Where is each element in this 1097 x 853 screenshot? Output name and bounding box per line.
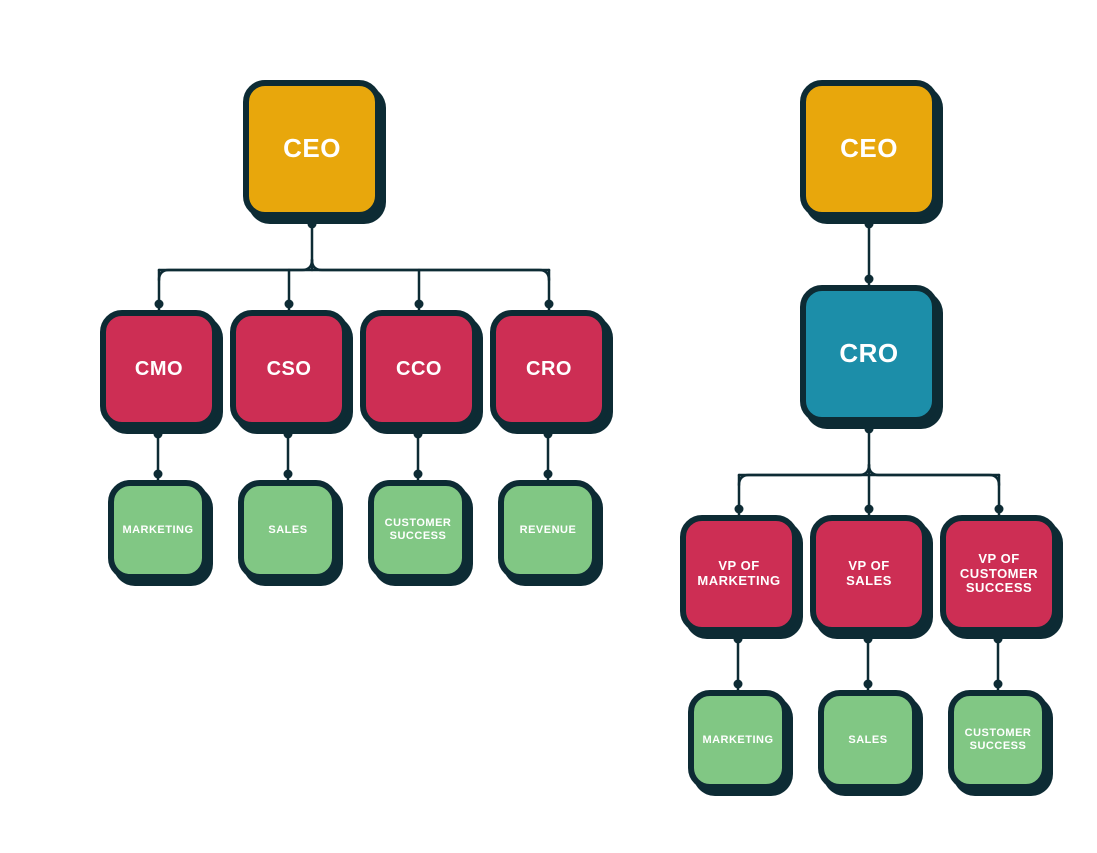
edge-dot — [735, 505, 744, 514]
edge-dot — [865, 505, 874, 514]
edge-dot — [284, 470, 293, 479]
org-node-r-sales: SALES — [818, 690, 918, 790]
org-node-r-vpcs: VP OF CUSTOMER SUCCESS — [940, 515, 1058, 633]
edge-dot — [154, 470, 163, 479]
org-node-r-mkt: MARKETING — [688, 690, 788, 790]
org-node-l-cco: CCO — [360, 310, 478, 428]
org-node-l-cs: CUSTOMER SUCCESS — [368, 480, 468, 580]
org-node-l-cmo: CMO — [100, 310, 218, 428]
edge-dot — [995, 505, 1004, 514]
org-node-l-ceo: CEO — [243, 80, 381, 218]
org-node-l-rev: REVENUE — [498, 480, 598, 580]
org-chart-canvas: CEOCMOCSOCCOCROMARKETINGSALESCUSTOMER SU… — [0, 0, 1097, 853]
org-node-r-ceo: CEO — [800, 80, 938, 218]
edge-dot — [545, 300, 554, 309]
org-node-l-cro: CRO — [490, 310, 608, 428]
edge-dot — [864, 680, 873, 689]
edge-dot — [544, 470, 553, 479]
edge-dot — [994, 680, 1003, 689]
edge-dot — [734, 680, 743, 689]
org-node-l-sales: SALES — [238, 480, 338, 580]
org-node-r-vpm: VP OF MARKETING — [680, 515, 798, 633]
org-node-r-vps: VP OF SALES — [810, 515, 928, 633]
edge-dot — [155, 300, 164, 309]
edge-dot — [415, 300, 424, 309]
org-node-l-cso: CSO — [230, 310, 348, 428]
edge-dot — [865, 275, 874, 284]
org-node-r-cro: CRO — [800, 285, 938, 423]
edge-dot — [414, 470, 423, 479]
edge-dot — [285, 300, 294, 309]
org-node-l-mkt: MARKETING — [108, 480, 208, 580]
org-node-r-cs: CUSTOMER SUCCESS — [948, 690, 1048, 790]
